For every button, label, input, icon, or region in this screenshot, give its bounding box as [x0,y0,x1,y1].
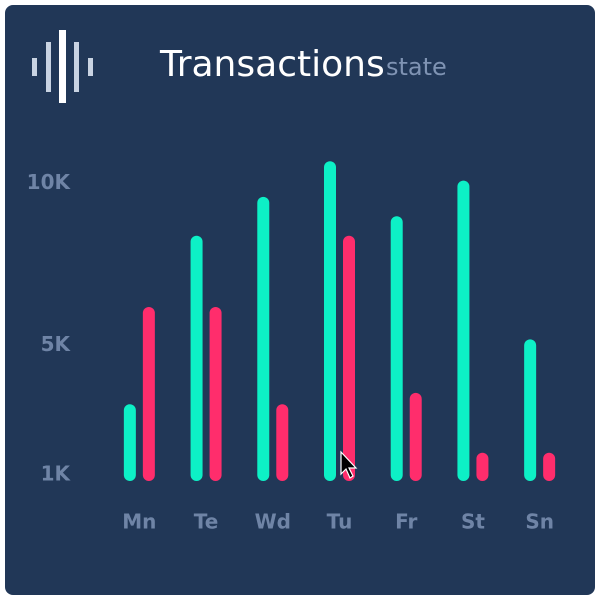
bar [390,216,403,481]
bar [543,452,556,481]
chart-subtitle: state [386,53,447,81]
logo-icon [32,30,93,103]
x-tick-label: Te [194,510,219,534]
x-tick-label: Tu [327,510,353,534]
x-tick-label: Wd [255,510,291,534]
bar [457,180,470,481]
bar [209,307,222,481]
bar [190,235,203,481]
bar [276,404,289,481]
bar [343,235,355,481]
y-tick-label: 10K [27,170,72,194]
bar [409,392,422,481]
bar [524,339,537,481]
y-tick-label: 5K [41,332,72,356]
card [5,5,595,595]
bar [476,452,489,481]
bar [324,161,336,481]
bar [257,196,270,481]
chart-title: Transactions [159,44,385,85]
x-tick-label: Sn [525,510,554,534]
cursor [340,450,358,479]
y-tick-label: 1K [41,462,72,486]
bar [123,404,136,481]
x-tick-label: St [461,510,485,534]
x-tick-label: Mn [122,510,156,534]
x-tick-label: Fr [395,510,417,534]
bar [142,307,155,481]
